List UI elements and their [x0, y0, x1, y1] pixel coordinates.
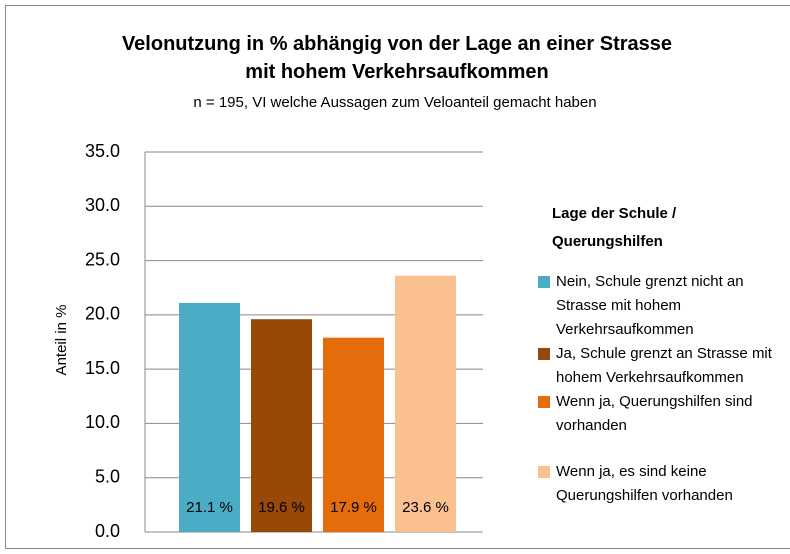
y-tick-label: 15.0: [85, 358, 120, 378]
legend-swatch: [538, 396, 550, 408]
bar: [395, 275, 456, 532]
legend-item: Wenn ja, Querungshilfen sind vorhanden: [538, 390, 790, 438]
legend-swatch: [538, 348, 550, 360]
y-tick-label: 20.0: [85, 304, 120, 324]
legend: Nein, Schule grenzt nicht an Strasse mit…: [538, 270, 790, 508]
bar: [323, 337, 384, 532]
y-tick-label: 30.0: [85, 195, 120, 215]
data-label: 17.9 %: [330, 499, 377, 516]
legend-item: Wenn ja, es sind keine Querungshilfen vo…: [538, 460, 790, 508]
legend-swatch: [538, 276, 550, 288]
y-tick-label: 10.0: [85, 412, 120, 432]
legend-label: Wenn ja, es sind keine Querungshilfen vo…: [556, 463, 733, 504]
legend-item: Ja, Schule grenzt an Strasse mit hohem V…: [538, 342, 790, 390]
legend-label: Ja, Schule grenzt an Strasse mit hohem V…: [556, 345, 772, 386]
y-axis-label: Anteil in %: [53, 305, 70, 376]
y-tick-label: 0.0: [95, 521, 120, 541]
legend-swatch: [538, 466, 550, 478]
legend-item: Nein, Schule grenzt nicht an Strasse mit…: [538, 270, 790, 342]
bar: [179, 302, 240, 532]
y-tick-label: 35.0: [85, 141, 120, 161]
data-label: 19.6 %: [258, 499, 305, 516]
data-label: 21.1 %: [186, 499, 233, 516]
chart-frame: [5, 5, 790, 549]
legend-label: Nein, Schule grenzt nicht an Strasse mit…: [556, 273, 744, 338]
data-label: 23.6 %: [402, 499, 449, 516]
y-tick-label: 25.0: [85, 249, 120, 269]
bar: [251, 319, 312, 532]
chart-title: Velonutzung in % abhängig von der Lage a…: [121, 33, 673, 83]
legend-title: Lage der Schule / Querungshilfen: [552, 205, 677, 250]
legend-label: Wenn ja, Querungshilfen sind vorhanden: [556, 393, 753, 434]
chart-subtitle: n = 195, VI welche Aussagen zum Veloante…: [193, 94, 597, 111]
y-tick-label: 5.0: [95, 466, 120, 486]
